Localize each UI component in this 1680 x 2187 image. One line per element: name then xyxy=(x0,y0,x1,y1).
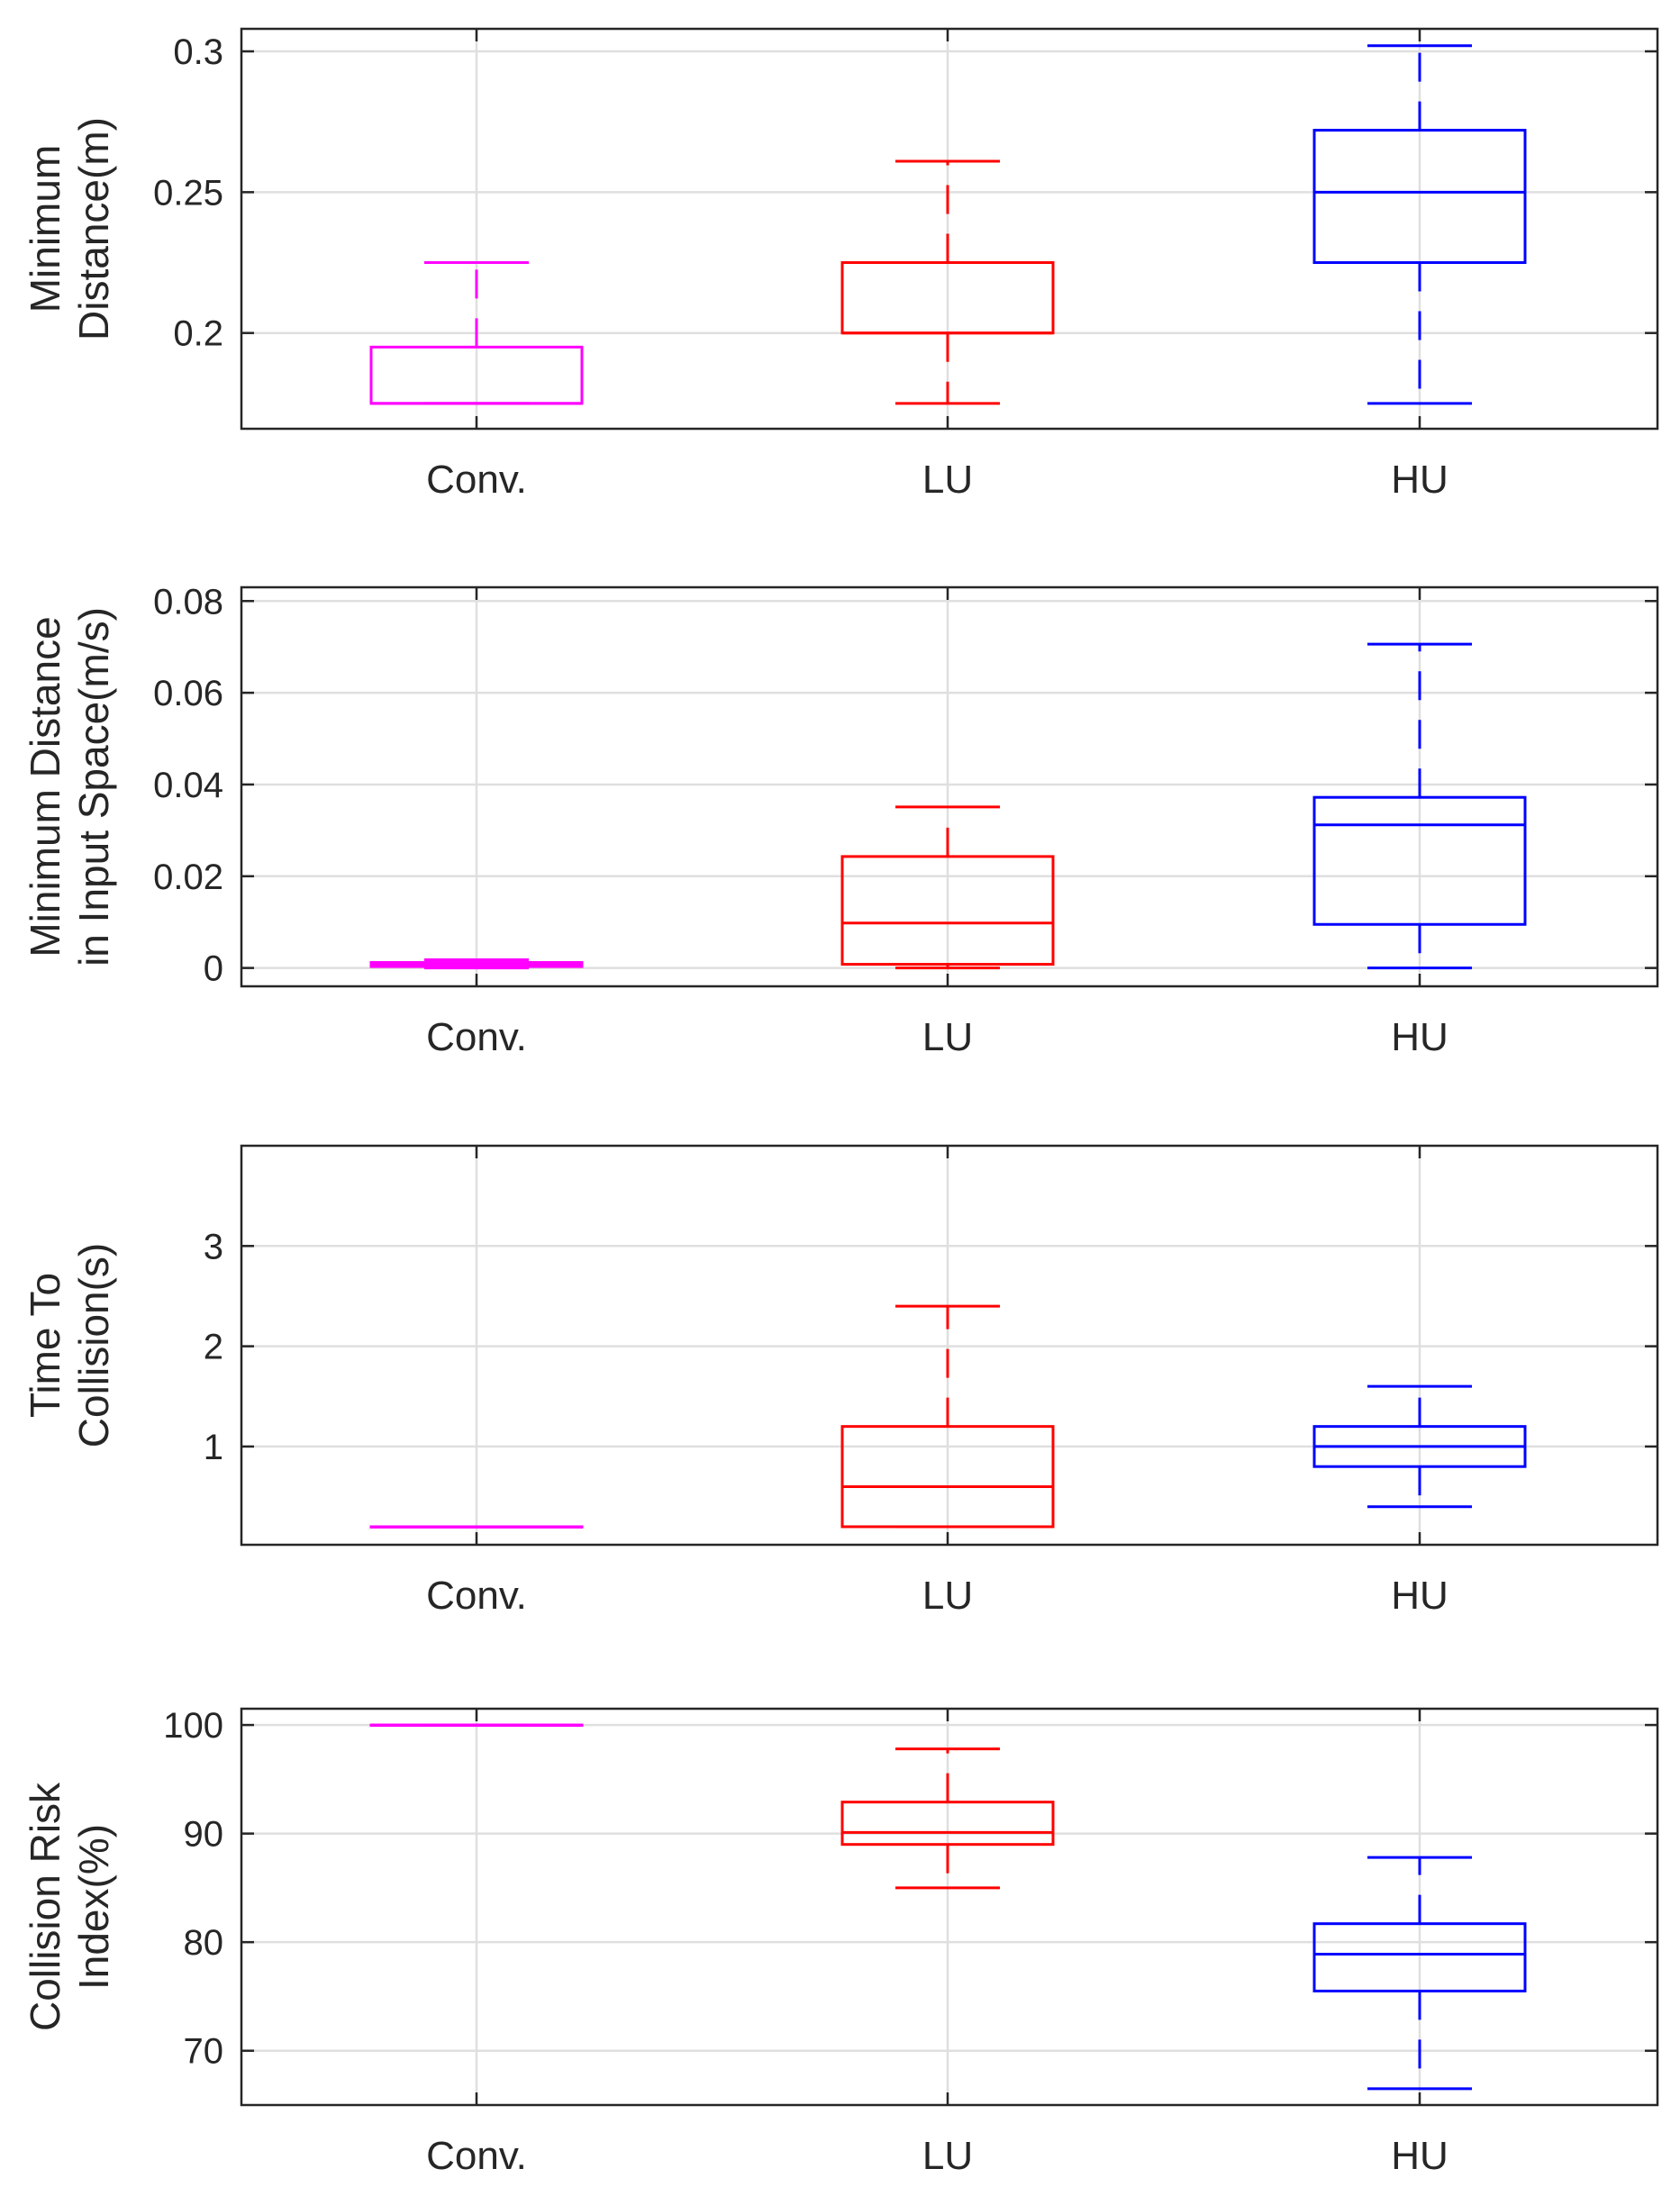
x-tick-label: Conv. xyxy=(426,1574,527,1618)
y-tick-label: 90 xyxy=(184,1815,224,1855)
box-lu xyxy=(840,1304,1055,1529)
y-tick-label: 0.02 xyxy=(153,858,223,897)
x-tick-label: LU xyxy=(922,2134,973,2178)
y-tick-label: 80 xyxy=(184,1923,224,1963)
y-tick-label: 100 xyxy=(163,1706,223,1746)
box-conv xyxy=(369,957,584,970)
x-tick-label: HU xyxy=(1391,1015,1448,1059)
y-tick-label: 70 xyxy=(184,2032,224,2072)
box-lu xyxy=(840,1747,1055,1890)
panel-2: 0 0.02 0.04 0.06 0.08 Conv. LU HU Minimum Distan… xyxy=(22,582,1659,1059)
y-tick-label: 0.04 xyxy=(153,766,223,805)
y-tick-label: 0.25 xyxy=(153,173,223,213)
axes-frame xyxy=(240,27,1659,431)
iqr-box xyxy=(1312,129,1527,265)
y-tick-label: 0.3 xyxy=(173,32,223,72)
x-tick-label: LU xyxy=(922,1015,973,1059)
axes-frame xyxy=(240,585,1659,988)
x-tick-label: HU xyxy=(1391,1574,1448,1618)
box-lu xyxy=(840,805,1055,970)
x-tick-label: HU xyxy=(1391,458,1448,502)
panel-3: 1 2 3 Conv. LU HU Time ToCollision(s) xyxy=(22,1144,1659,1618)
x-tick-label: LU xyxy=(922,458,973,502)
y-tick-label: 0.2 xyxy=(173,314,223,354)
box-hu xyxy=(1312,1384,1527,1509)
panel-4: 70 80 90 100 Conv. LU HU Collision RiskIndex(%) xyxy=(22,1706,1659,2178)
y-tick-label: 1 xyxy=(204,1428,223,1467)
box-conv xyxy=(369,261,584,405)
y-tick-label: 0 xyxy=(204,949,223,989)
y-axis-label: Time ToCollision(s) xyxy=(22,1243,117,1447)
box-hu xyxy=(1312,642,1527,970)
iqr-box xyxy=(840,1801,1055,1847)
x-tick-label: LU xyxy=(922,1574,973,1618)
y-tick-label: 0.08 xyxy=(153,582,223,622)
panel-1: 0.2 0.25 0.3 Conv. LU HU MinimumDistance(m) xyxy=(22,27,1659,502)
x-tick-label: Conv. xyxy=(426,458,527,502)
axes-frame xyxy=(240,1707,1659,2107)
box-conv xyxy=(369,1525,584,1529)
box-conv xyxy=(369,1723,584,1728)
y-axis-label: Minimum Distancein Input Space(m/s) xyxy=(22,607,117,966)
y-axis-label: MinimumDistance(m) xyxy=(22,117,117,340)
iqr-box xyxy=(840,1425,1055,1529)
y-axis-label: Collision RiskIndex(%) xyxy=(22,1782,117,2031)
x-tick-label: Conv. xyxy=(426,2134,527,2178)
box-lu xyxy=(840,159,1055,405)
iqr-box xyxy=(1312,1922,1527,1992)
iqr-box xyxy=(840,855,1055,966)
y-tick-label: 3 xyxy=(204,1227,223,1266)
y-tick-label: 0.06 xyxy=(153,674,223,713)
y-tick-label: 2 xyxy=(204,1328,223,1367)
iqr-box xyxy=(1312,795,1527,926)
x-tick-label: Conv. xyxy=(426,1015,527,1059)
box-hu xyxy=(1312,44,1527,405)
box-hu xyxy=(1312,1856,1527,2091)
x-tick-label: HU xyxy=(1391,2134,1448,2178)
